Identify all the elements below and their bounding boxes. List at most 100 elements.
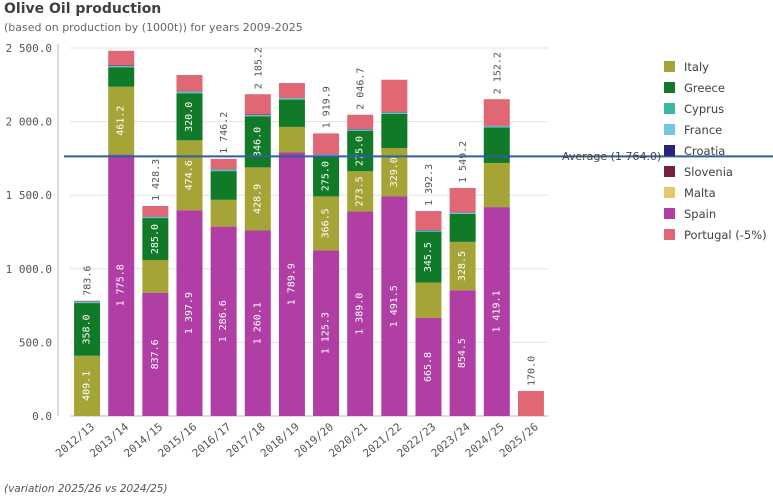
legend-label: Greece [684, 80, 725, 95]
legend-swatch [664, 187, 675, 198]
bar-segment [278, 99, 305, 127]
bar-segment [449, 187, 476, 213]
bar-segment [108, 86, 135, 155]
bar-segment [210, 169, 237, 171]
segment-value-label: 1 419.1 [491, 290, 502, 332]
segment-value-label: 854.5 [457, 338, 468, 368]
segment-value-label: 428.9 [252, 184, 263, 214]
legend-swatch [664, 166, 675, 177]
average-line-label: Average (1 764.0) [562, 150, 662, 163]
bar-segment [108, 66, 135, 68]
bar-total-label: 170.0 [526, 356, 537, 386]
legend-item[interactable]: France [664, 119, 767, 140]
legend-item[interactable]: Slovenia [664, 161, 767, 182]
legend-item[interactable]: Cyprus [664, 98, 767, 119]
bar-segment [244, 115, 271, 117]
bar-total-label: 1 746.2 [219, 112, 230, 154]
chart-subtitle: (based on production by (1000t)) for yea… [4, 21, 303, 34]
bar-segment [313, 196, 340, 251]
bar-segment [313, 155, 340, 197]
legend-label: Malta [684, 185, 716, 200]
y-tick-label: 1 500.0 [6, 189, 52, 202]
legend-swatch [664, 208, 675, 219]
bar-segment [142, 260, 169, 293]
bar-segment [74, 300, 101, 302]
bar-segment [176, 92, 203, 94]
bar-segment [347, 171, 374, 212]
legend-item[interactable]: Spain [664, 203, 767, 224]
y-tick-label: 0.0 [32, 410, 52, 423]
bar-segment [347, 114, 374, 130]
legend-label: Croatia [684, 143, 726, 158]
segment-value-label: 345.5 [423, 242, 434, 272]
segment-value-label: 665.8 [423, 352, 434, 382]
legend-label: Italy [684, 59, 709, 74]
segment-value-label: 366.5 [321, 208, 332, 238]
legend-swatch [664, 124, 675, 135]
bar-segment [313, 154, 340, 156]
chart-legend: Italy Greece Cyprus France Croatia Slovenia Ma… [664, 56, 767, 245]
legend-item[interactable]: Italy [664, 56, 767, 77]
y-tick-label: 1 000.0 [6, 263, 52, 276]
bar-segment [210, 170, 237, 172]
bar-segment [483, 162, 510, 208]
bar-segment [381, 196, 408, 416]
segment-value-label: 273.5 [355, 176, 366, 206]
bar-segment [313, 133, 340, 155]
bar-segment [449, 213, 476, 214]
legend-label: Spain [684, 206, 717, 221]
segment-value-label: 1 389.0 [355, 293, 366, 335]
bar-total-label: 1 549.2 [458, 141, 469, 183]
segment-value-label: 275.0 [355, 136, 366, 166]
bar-segment [244, 94, 271, 115]
segment-value-label: 837.6 [150, 339, 161, 369]
segment-value-label: 1 260.1 [252, 302, 263, 344]
legend-item[interactable]: Croatia [664, 140, 767, 161]
legend-item[interactable]: Malta [664, 182, 767, 203]
bar-segment [142, 292, 169, 416]
bar-segment [176, 75, 203, 92]
segment-value-label: 358.0 [82, 314, 93, 344]
segment-value-label: 1 789.9 [286, 263, 297, 305]
legend-label: Cyprus [684, 101, 725, 116]
bar-segment [278, 98, 305, 100]
segment-value-label: 320.0 [184, 102, 195, 132]
segment-value-label: 329.0 [389, 157, 400, 187]
legend-item[interactable]: Greece [664, 77, 767, 98]
segment-value-label: 1 397.9 [184, 292, 195, 334]
x-tick-label: 2025/26 [497, 420, 541, 460]
bar-segment [415, 231, 442, 283]
bar-total-label: 1 392.3 [424, 164, 435, 206]
bar-segment [415, 282, 442, 318]
legend-label: Slovenia [684, 164, 733, 179]
bar-total-label: 2 152.2 [492, 52, 503, 94]
footnote: (variation 2025/26 vs 2024/25) [4, 483, 168, 495]
legend-item[interactable]: Portugal (-5%) [664, 224, 767, 245]
bar-segment [415, 230, 442, 232]
legend-label: Portugal (-5%) [684, 227, 767, 242]
segment-value-label: 1 286.6 [218, 300, 229, 342]
bar-segment [210, 171, 237, 200]
bar-segment [483, 99, 510, 126]
bar-segment [74, 302, 101, 304]
bar-segment [108, 154, 135, 416]
bar-segment [142, 206, 169, 217]
bar-segment [176, 91, 203, 93]
bar-segment [244, 114, 271, 116]
legend-swatch [664, 229, 675, 240]
segment-value-label: 275.0 [321, 161, 332, 191]
bar-segment [415, 317, 442, 416]
y-tick-label: 500.0 [19, 336, 52, 349]
bar-segment [244, 230, 271, 416]
bar-segment [278, 83, 305, 98]
bar-segment [278, 98, 305, 99]
bar-segment [142, 218, 169, 261]
bar-segment [74, 303, 101, 356]
bar-segment [108, 67, 135, 87]
bar-segment [142, 217, 169, 219]
bar-segment [108, 65, 135, 67]
bar-segment [176, 210, 203, 416]
legend-swatch [664, 82, 675, 93]
bar-segment [108, 50, 135, 66]
